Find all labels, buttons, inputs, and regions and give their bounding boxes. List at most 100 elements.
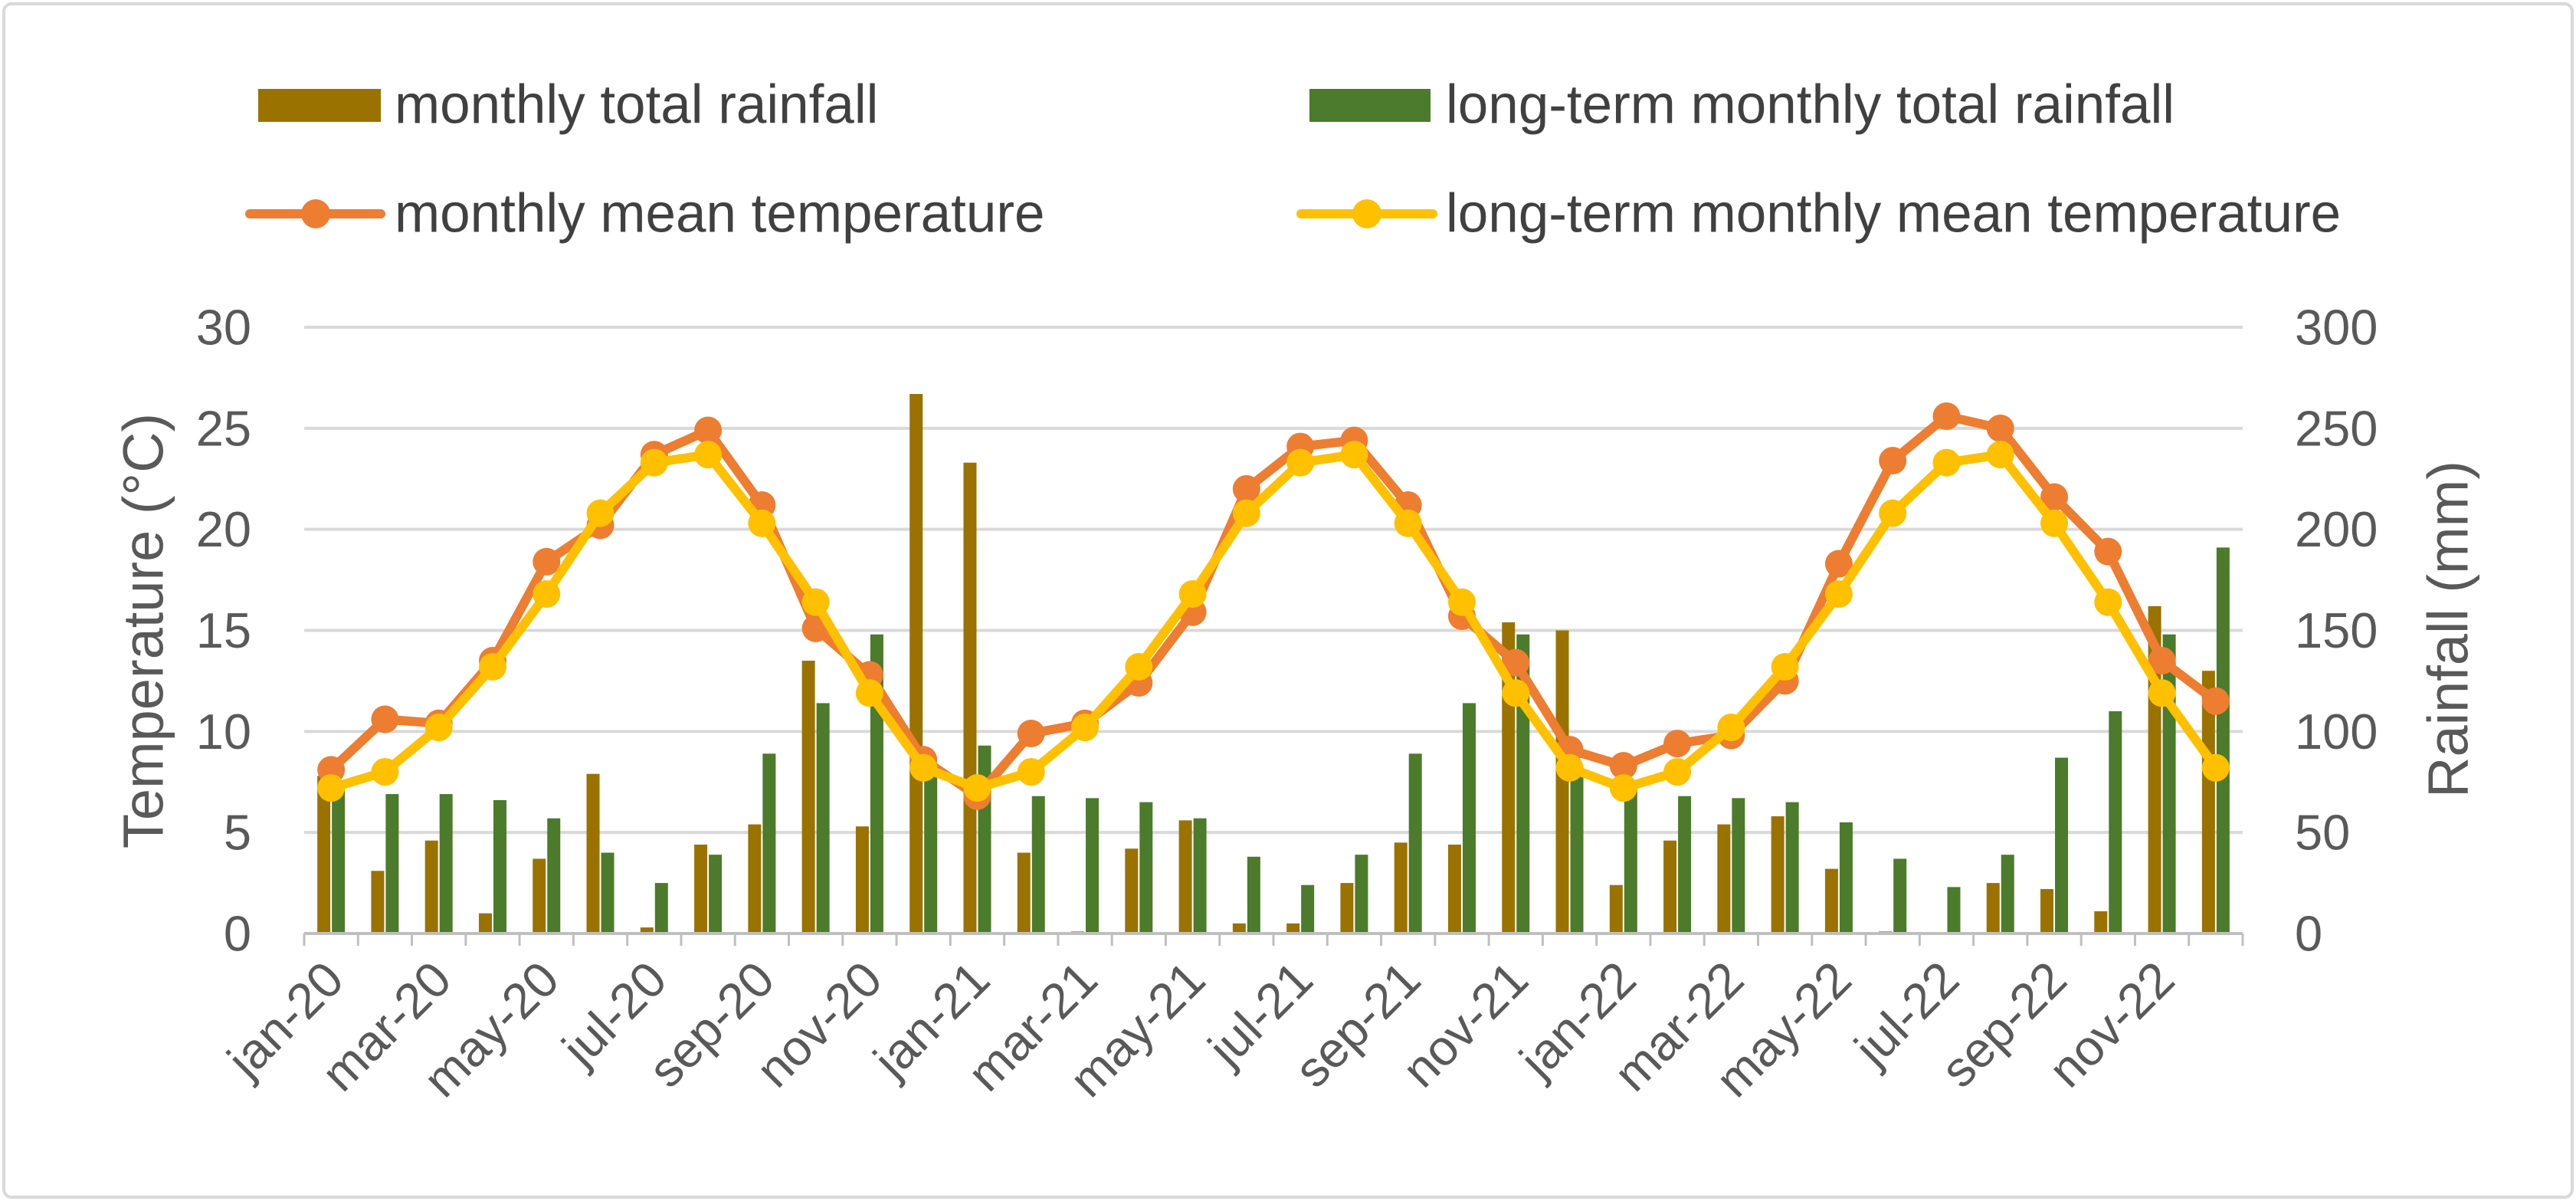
bar-long-term-monthly-total-rainfall [924, 772, 938, 934]
point-long-term-monthly-mean-temperature [855, 679, 883, 707]
bar-monthly-total-rainfall [1986, 883, 2000, 934]
bar-long-term-monthly-total-rainfall [1893, 858, 1907, 934]
bar-long-term-monthly-total-rainfall [547, 818, 561, 934]
bar-monthly-total-rainfall [1286, 923, 1300, 934]
bar-long-term-monthly-total-rainfall [1947, 887, 1961, 934]
rainfall-bars [317, 394, 2230, 934]
y-axis-left-title: Temperature (°C) [112, 413, 175, 848]
bar-monthly-total-rainfall [1017, 852, 1031, 934]
legend: monthly total rainfall long-term monthly… [245, 75, 2341, 244]
bar-monthly-total-rainfall [1340, 883, 1354, 934]
legend-item-long-term-monthly-mean-temperature[interactable]: long-term monthly mean temperature [1296, 184, 2341, 244]
y-left-tick-label: 25 [196, 400, 251, 456]
point-long-term-monthly-mean-temperature [694, 441, 723, 469]
bar-monthly-total-rainfall [1717, 824, 1731, 934]
bar-monthly-total-rainfall [801, 661, 815, 934]
bar-monthly-total-rainfall [1232, 923, 1246, 934]
bar-monthly-total-rainfall [855, 826, 869, 934]
bar-monthly-total-rainfall [1663, 840, 1677, 934]
bar-monthly-total-rainfall [371, 871, 385, 934]
point-long-term-monthly-mean-temperature [1932, 448, 1961, 477]
point-long-term-monthly-mean-temperature [1447, 588, 1476, 616]
bar-long-term-monthly-total-rainfall [978, 745, 991, 934]
point-monthly-mean-temperature [1232, 474, 1260, 503]
bar-monthly-total-rainfall [478, 913, 492, 934]
bar-long-term-monthly-total-rainfall [1193, 818, 1207, 934]
y-axis-right-ticks: 0 50 100 150 200 250 300 [2295, 300, 2378, 962]
bar-long-term-monthly-total-rainfall [2001, 855, 2014, 934]
bar-monthly-total-rainfall [748, 824, 762, 934]
bar-monthly-total-rainfall [963, 462, 977, 934]
point-long-term-monthly-mean-temperature [1286, 448, 1315, 477]
bar-monthly-total-rainfall [1771, 816, 1785, 934]
bar-monthly-total-rainfall [1824, 868, 1838, 934]
bar-long-term-monthly-total-rainfall [762, 753, 776, 934]
bar-long-term-monthly-total-rainfall [2216, 547, 2230, 934]
legend-item-long-term-monthly-total-rainfall[interactable]: long-term monthly total rainfall [1309, 75, 2175, 136]
legend-item-monthly-mean-temperature[interactable]: monthly mean temperature [245, 184, 1044, 244]
point-long-term-monthly-mean-temperature [909, 753, 938, 782]
y-right-tick-label: 250 [2295, 400, 2378, 456]
point-long-term-monthly-mean-temperature [1663, 758, 1692, 786]
y-left-tick-label: 20 [196, 501, 251, 557]
point-long-term-monthly-mean-temperature [317, 774, 346, 802]
legend-swatch-long-term-monthly-total-rainfall [1309, 89, 1431, 122]
bar-monthly-total-rainfall [1447, 844, 1461, 934]
point-long-term-monthly-mean-temperature [1986, 441, 2014, 469]
bar-monthly-total-rainfall [1555, 630, 1569, 934]
bar-long-term-monthly-total-rainfall [1732, 798, 1745, 934]
y-right-tick-label: 100 [2295, 704, 2378, 760]
y-right-tick-label: 200 [2295, 501, 2378, 557]
bar-long-term-monthly-total-rainfall [1570, 772, 1584, 934]
point-long-term-monthly-mean-temperature [963, 774, 991, 802]
point-monthly-mean-temperature [2201, 687, 2230, 715]
point-long-term-monthly-mean-temperature [801, 588, 830, 616]
bar-long-term-monthly-total-rainfall [439, 794, 453, 934]
point-monthly-mean-temperature [533, 547, 561, 576]
point-monthly-mean-temperature [1986, 414, 2014, 442]
bar-long-term-monthly-total-rainfall [1355, 855, 1368, 934]
legend-item-monthly-total-rainfall[interactable]: monthly total rainfall [258, 75, 878, 136]
bar-long-term-monthly-total-rainfall [601, 852, 615, 934]
bar-monthly-total-rainfall [2040, 888, 2054, 934]
point-monthly-mean-temperature [1663, 730, 1692, 758]
point-long-term-monthly-mean-temperature [1125, 652, 1153, 681]
bar-monthly-total-rainfall [317, 776, 331, 934]
point-monthly-mean-temperature [1502, 648, 1530, 677]
gridlines [304, 326, 2243, 835]
point-long-term-monthly-mean-temperature [1232, 499, 1260, 527]
bar-monthly-total-rainfall [1178, 820, 1192, 934]
point-long-term-monthly-mean-temperature [640, 448, 668, 477]
bar-monthly-total-rainfall [2094, 911, 2108, 934]
y-left-tick-label: 10 [196, 704, 251, 760]
legend-label-monthly-mean-temperature: monthly mean temperature [395, 184, 1044, 244]
point-long-term-monthly-mean-temperature [1824, 580, 1853, 609]
y-left-tick-label: 0 [224, 906, 251, 962]
legend-swatch-monthly-total-rainfall [258, 89, 381, 122]
bar-monthly-total-rainfall [586, 773, 600, 934]
bar-monthly-total-rainfall [533, 858, 546, 934]
bar-long-term-monthly-total-rainfall [1408, 753, 1422, 934]
bar-long-term-monthly-total-rainfall [1031, 796, 1045, 934]
bar-monthly-total-rainfall [424, 840, 438, 934]
point-monthly-mean-temperature [1017, 719, 1045, 747]
bar-long-term-monthly-total-rainfall [493, 799, 506, 934]
bar-long-term-monthly-total-rainfall [1678, 796, 1692, 934]
bar-long-term-monthly-total-rainfall [332, 782, 346, 934]
point-long-term-monthly-mean-temperature [2201, 753, 2230, 782]
bar-long-term-monthly-total-rainfall [1301, 884, 1315, 934]
y-axis-left-ticks: 0 5 10 15 20 25 30 [196, 300, 251, 962]
bar-long-term-monthly-total-rainfall [1839, 822, 1853, 934]
bar-long-term-monthly-total-rainfall [1139, 802, 1153, 934]
bar-long-term-monthly-total-rainfall [385, 794, 399, 934]
point-long-term-monthly-mean-temperature [1502, 679, 1530, 707]
point-long-term-monthly-mean-temperature [1555, 753, 1584, 782]
point-monthly-mean-temperature [2040, 483, 2069, 511]
point-long-term-monthly-mean-temperature [748, 509, 776, 537]
bar-long-term-monthly-total-rainfall [2109, 710, 2122, 934]
point-long-term-monthly-mean-temperature [2040, 509, 2069, 537]
bar-long-term-monthly-total-rainfall [2162, 634, 2176, 934]
bar-long-term-monthly-total-rainfall [1785, 802, 1799, 934]
point-long-term-monthly-mean-temperature [1340, 441, 1368, 469]
